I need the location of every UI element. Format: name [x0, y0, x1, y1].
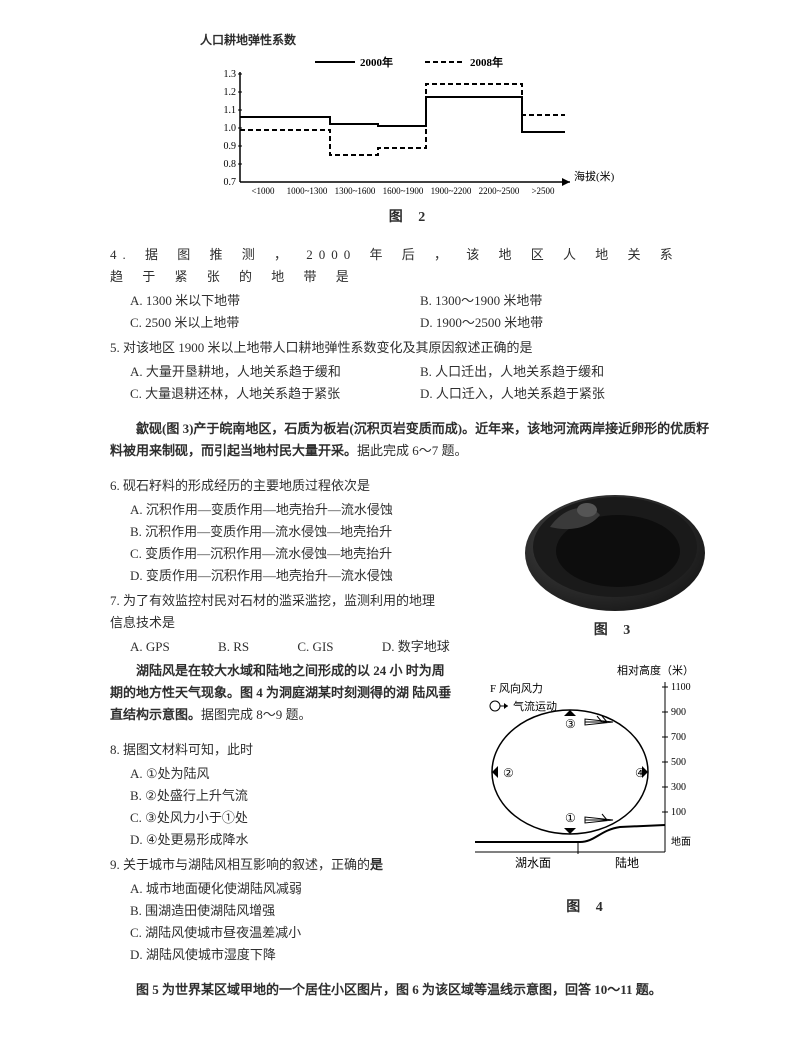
svg-text:①: ①: [565, 811, 576, 825]
q5-stem: 5. 对该地区 1900 米以上地带人口耕地弹性系数变化及其原因叙述正确的是: [110, 337, 710, 359]
svg-text:1.1: 1.1: [224, 105, 237, 116]
svg-text:0.8: 0.8: [224, 159, 237, 170]
intro-8-9-l1: 湖陆风是在较大水域和陆地之间形成的以 24 小: [136, 663, 403, 678]
svg-text:1.0: 1.0: [224, 123, 237, 134]
svg-text:2008年: 2008年: [470, 55, 503, 69]
svg-text:陆地: 陆地: [615, 855, 639, 870]
svg-text:②: ②: [503, 766, 514, 780]
q7-stem: 7. 为了有效监控村民对石材的滥采滥挖，监测利用的地理信息技术是: [110, 590, 440, 634]
svg-text:2000年: 2000年: [360, 55, 393, 69]
q4-options: A. 1300 米以下地带 B. 1300～1900 米地带 C. 2500 米…: [110, 290, 710, 334]
svg-text:700: 700: [671, 732, 686, 743]
q4-opt-c: C. 2500 米以上地带: [130, 312, 420, 334]
svg-text:1.2: 1.2: [224, 87, 237, 98]
svg-text:0.9: 0.9: [224, 141, 237, 152]
svg-text:0.7: 0.7: [224, 177, 237, 188]
svg-text:海拔(米): 海拔(米): [574, 169, 615, 183]
q7-opt-b: B. RS: [218, 636, 269, 658]
q7-opt-d: D. 数字地球: [382, 636, 470, 658]
ink-slab-image: [520, 475, 710, 615]
svg-text:1300~1600: 1300~1600: [335, 186, 376, 196]
intro-6-7-tail: 据此完成 6～7 题。: [357, 443, 468, 458]
svg-text:300: 300: [671, 782, 686, 793]
svg-text:1600~1900: 1600~1900: [383, 186, 424, 196]
figure-3: 图 3: [520, 475, 710, 643]
q9-opt-d: D. 湖陆风使城市湿度下降: [130, 944, 710, 966]
svg-text:2200~2500: 2200~2500: [479, 186, 520, 196]
q5-opt-a: A. 大量开垦耕地，人地关系趋于缓和: [130, 361, 420, 383]
svg-text:1100: 1100: [671, 682, 691, 693]
svg-text:900: 900: [671, 707, 686, 718]
svg-text:500: 500: [671, 757, 686, 768]
intro-6-7: 歙砚(图 3)产于皖南地区，石质为板岩(沉积页岩变质而成)。近年来，该地河流两岸…: [110, 418, 710, 462]
svg-text:气流运动: 气流运动: [513, 699, 557, 713]
svg-text:相对高度（米）: 相对高度（米）: [617, 663, 694, 677]
svg-text:F 风向风力: F 风向风力: [490, 681, 543, 695]
q5-opt-d: D. 人口迁入，人地关系趋于紧张: [420, 383, 710, 405]
intro-10-11-l1: 图 5 为世界某区域甲地的一个居住小区图片，图: [136, 982, 409, 997]
q5-options: A. 大量开垦耕地，人地关系趋于缓和 B. 人口迁出，人地关系趋于缓和 C. 大…: [110, 361, 710, 405]
chart2-canvas: 2000年 2008年 海拔(米) 1.3 1.2 1.1 1.0 0.9 0.…: [200, 52, 620, 202]
q4-opt-d: D. 1900～2500 米地带: [420, 312, 710, 334]
svg-text:1900~2200: 1900~2200: [431, 186, 472, 196]
intro-10-11-l2: 6 为该区域等温线示意图，回答 10～11 题。: [412, 982, 662, 997]
figure-3-caption: 图 3: [520, 619, 710, 643]
svg-text:<1000: <1000: [251, 186, 275, 196]
q4-opt-b: B. 1300～1900 米地带: [420, 290, 710, 312]
svg-text:④: ④: [635, 766, 646, 780]
figure-2: 人口耕地弹性系数 2000年 2008年 海拔(米) 1.3 1.2 1.1: [110, 30, 710, 230]
lake-wind-diagram: 相对高度（米） 1100 900 700 500 300 100 地面: [465, 662, 710, 892]
svg-text:地面: 地面: [671, 835, 691, 848]
svg-text:湖水面: 湖水面: [515, 855, 551, 870]
svg-text:③: ③: [565, 717, 576, 731]
figure-2-caption: 图 2: [389, 206, 432, 230]
figure-4-caption: 图 4: [465, 896, 710, 920]
q4-opt-a: A. 1300 米以下地带: [130, 290, 420, 312]
intro-8-9-tail: 据图完成 8～9 题。: [201, 707, 312, 722]
svg-text:1.3: 1.3: [224, 69, 237, 80]
svg-text:100: 100: [671, 807, 686, 818]
page: 人口耕地弹性系数 2000年 2008年 海拔(米) 1.3 1.2 1.1: [0, 0, 800, 1044]
q7-options: A. GPS B. RS C. GIS D. 数字地球: [110, 636, 470, 658]
q4-stem: 4. 据 图 推 测 ， 2000 年 后 ， 该 地 区 人 地 关 系 趋 …: [110, 244, 710, 288]
q9-opt-c: C. 湖陆风使城市昼夜温差减小: [130, 922, 710, 944]
svg-text:1000~1300: 1000~1300: [287, 186, 328, 196]
q7-opt-c: C. GIS: [297, 636, 353, 658]
q5-opt-b: B. 人口迁出，人地关系趋于缓和: [420, 361, 710, 383]
q5-opt-c: C. 大量退耕还林，人地关系趋于紧张: [130, 383, 420, 405]
svg-text:>2500: >2500: [531, 186, 555, 196]
intro-10-11: 图 5 为世界某区域甲地的一个居住小区图片，图 6 为该区域等温线示意图，回答 …: [110, 979, 710, 1001]
chart2-yaxis-title: 人口耕地弹性系数: [200, 30, 620, 50]
q7-opt-a: A. GPS: [130, 636, 190, 658]
figure-4: 相对高度（米） 1100 900 700 500 300 100 地面: [465, 662, 710, 920]
